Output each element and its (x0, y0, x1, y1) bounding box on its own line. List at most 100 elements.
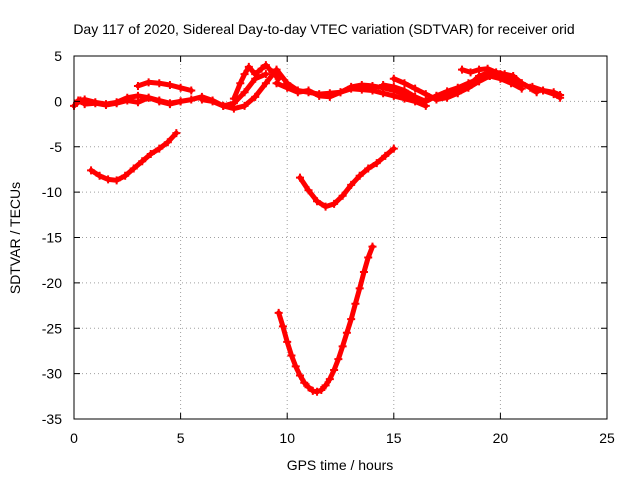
data-point (123, 93, 132, 102)
data-point (359, 267, 368, 276)
data-point (251, 92, 260, 101)
data-point (133, 81, 142, 90)
data-point (411, 84, 420, 93)
y-tick-label: -15 (42, 230, 62, 246)
data-point (295, 173, 304, 182)
data-point (321, 202, 330, 211)
data-point (304, 86, 313, 95)
data-point (163, 138, 172, 147)
data-point (272, 65, 281, 74)
y-tick-label: 0 (54, 93, 62, 109)
data-point (187, 86, 196, 95)
data-point (549, 90, 558, 99)
data-point (475, 77, 484, 86)
data-point (389, 82, 398, 91)
data-point (483, 64, 492, 73)
data-point (475, 65, 484, 74)
data-point (317, 385, 326, 394)
data-point (283, 83, 292, 92)
y-tick-label: -20 (42, 275, 62, 291)
data-point (321, 381, 330, 390)
data-point (165, 100, 174, 109)
data-point (368, 86, 377, 95)
series-track (459, 66, 540, 95)
data-point (338, 342, 347, 351)
y-tick-label: -10 (42, 184, 62, 200)
data-point (313, 197, 322, 206)
chart-title: Day 117 of 2020, Sidereal Day-to-day VTE… (73, 21, 574, 37)
data-point (400, 79, 409, 88)
data-point (112, 176, 121, 185)
data-point (389, 144, 398, 153)
data-point (556, 93, 565, 102)
data-point (304, 383, 313, 392)
y-tick-label: -5 (50, 139, 63, 155)
data-point (240, 70, 249, 79)
y-tick-label: -30 (42, 366, 62, 382)
x-tick-label: 20 (493, 430, 509, 446)
series-track (297, 146, 397, 210)
series-track (391, 73, 493, 103)
data-point (300, 378, 309, 387)
data-point (104, 175, 113, 184)
data-point (507, 79, 516, 88)
data-point (304, 186, 313, 195)
data-point (112, 98, 121, 107)
data-point (101, 100, 110, 109)
data-point (364, 164, 373, 173)
data-point (539, 86, 548, 95)
data-point (458, 65, 467, 74)
data-point (379, 81, 388, 90)
data-point (357, 85, 366, 94)
data-point (381, 151, 390, 160)
data-point (330, 365, 339, 374)
data-point (347, 315, 356, 324)
data-point (187, 95, 196, 104)
data-point (155, 97, 164, 106)
data-point (379, 89, 388, 98)
data-point (138, 157, 147, 166)
data-point (87, 166, 96, 175)
data-point (229, 94, 238, 103)
data-point (372, 159, 381, 168)
y-tick-label: 5 (54, 48, 62, 64)
data-point (351, 299, 360, 308)
data-point (325, 92, 334, 101)
data-point (251, 70, 260, 79)
x-tick-label: 5 (177, 430, 185, 446)
data-point (240, 101, 249, 110)
data-point (257, 64, 266, 73)
data-point (334, 355, 343, 364)
data-point (80, 95, 89, 104)
data-point (389, 74, 398, 83)
data-point (244, 62, 253, 71)
y-tick-label: -35 (42, 411, 62, 427)
data-point (272, 79, 281, 88)
data-point (268, 68, 277, 77)
data-point (336, 88, 345, 97)
data-point (464, 83, 473, 92)
data-point (313, 387, 322, 396)
data-point (411, 92, 420, 101)
data-series (528, 82, 565, 102)
data-point (517, 79, 526, 88)
data-series (74, 91, 185, 109)
data-point (165, 81, 174, 90)
data-series (295, 144, 398, 211)
data-point (500, 70, 509, 79)
data-point (421, 97, 430, 106)
data-point (197, 95, 206, 104)
data-point (347, 180, 356, 189)
data-point (95, 171, 104, 180)
data-point (208, 97, 217, 106)
data-point (176, 83, 185, 92)
data-point (261, 70, 270, 79)
data-point (155, 144, 164, 153)
x-axis-label: GPS time / hours (287, 457, 394, 473)
data-point (172, 129, 181, 138)
data-point (133, 91, 142, 100)
data-series (274, 242, 377, 396)
data-point (400, 94, 409, 103)
data-point (400, 86, 409, 95)
